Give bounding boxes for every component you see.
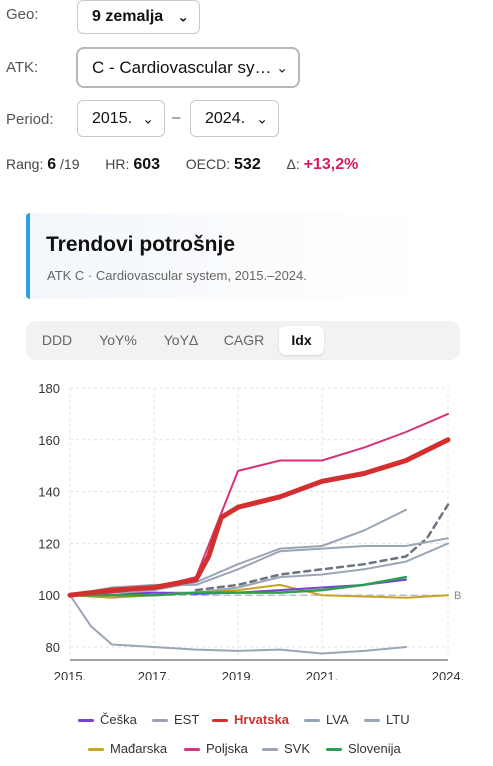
delta-label: Δ: (286, 156, 300, 172)
legend-item-est[interactable]: EST (152, 712, 199, 727)
baseline-label: B (454, 590, 461, 602)
period-from-value: 2015. (92, 109, 133, 127)
x-tick-label: 2021. (306, 669, 339, 680)
oecd-value: 532 (234, 156, 261, 173)
legend-label: LVA (326, 712, 349, 727)
series-line-hrvatska (67, 437, 451, 598)
geo-select-value: 9 zemalja (92, 8, 164, 25)
tab-yoy-delta[interactable]: YoYΔ (163, 332, 199, 348)
series-line-mađarska (69, 583, 449, 599)
period-to-select[interactable]: 2024. ⌄ (190, 100, 279, 137)
rank-value: 6 (47, 156, 57, 173)
chevron-down-icon: ⌄ (276, 59, 288, 75)
y-tick-label: 80 (46, 640, 60, 655)
rank-total: /19 (60, 156, 80, 172)
y-tick-label: 180 (38, 381, 60, 396)
rank-label: Rang: (6, 156, 44, 172)
trends-card-header: Trendovi potrošnje ATK C · Cardiovascula… (26, 213, 425, 299)
x-tick-label: 2015. (54, 669, 87, 680)
delta-value: +13,2% (303, 156, 359, 173)
legend-item-hrvatska[interactable]: Hrvatska (212, 712, 289, 727)
x-tick-label: 2024. (432, 669, 465, 680)
geo-label: Geo: (6, 6, 39, 23)
hr-label: HR: (105, 156, 130, 172)
chevron-down-icon: ⌄ (177, 8, 189, 25)
card-title: Trendovi potrošnje (46, 233, 236, 256)
tab-yoy-pct[interactable]: YoY% (99, 332, 137, 348)
atk-select[interactable]: C - Cardiovascular sy… ⌄ (76, 47, 300, 88)
tab-idx[interactable]: Idx (279, 326, 324, 355)
series-line-svk (69, 542, 449, 597)
oecd-label: OECD: (185, 156, 231, 172)
metric-tabs: DDD YoY% YoYΔ CAGR Idx (26, 321, 460, 360)
trend-chart: 80 100 120 140 160 180 2015. 2017. 2019. 2021. 20… (38, 381, 465, 680)
x-tick-label: 2019. (222, 669, 255, 680)
period-from-select[interactable]: 2015. ⌄ (77, 100, 165, 137)
period-label: Period: (6, 111, 54, 128)
chevron-down-icon: ⌄ (142, 110, 154, 126)
y-tick-label: 140 (38, 485, 60, 500)
series-line-ltu (69, 537, 449, 597)
legend-label: Češka (100, 712, 137, 727)
hr-value: 603 (133, 156, 161, 173)
legend-label: Hrvatska (234, 712, 289, 727)
period-to-value: 2024. (205, 109, 246, 127)
legend-item-poljska[interactable]: Poljska (184, 741, 248, 756)
legend-label: LTU (386, 712, 410, 727)
chevron-down-icon: ⌄ (256, 110, 268, 126)
y-tick-label: 160 (38, 433, 60, 448)
legend-item-lva[interactable]: LVA (304, 712, 349, 727)
reference-line (194, 503, 450, 592)
tab-cagr[interactable]: CAGR (223, 332, 265, 348)
legend-item-slovenija[interactable]: Slovenija (326, 741, 401, 756)
series-line-est (69, 594, 407, 655)
legend-label: Slovenija (348, 741, 401, 756)
atk-label: ATK: (6, 59, 39, 76)
x-tick-label: 2017. (138, 669, 171, 680)
legend-label: Mađarska (110, 741, 168, 756)
geo-select[interactable]: 9 zemalja ⌄ (77, 0, 200, 34)
tab-ddd[interactable]: DDD (41, 332, 73, 348)
card-subtitle: ATK C · Cardiovascular system, 2015.–202… (47, 268, 307, 283)
legend-label: Poljska (206, 741, 248, 756)
stats-row: Rang: 6 /19 HR: 603 OECD: 532 Δ: +13,2% (6, 156, 358, 174)
y-tick-label: 100 (38, 588, 60, 603)
legend-item-ceska[interactable]: Češka (78, 712, 137, 727)
series-line-slovenija (68, 575, 408, 597)
legend-item-madarska[interactable]: Mađarska (88, 741, 167, 756)
period-separator: – (172, 109, 181, 126)
legend-item-ltu[interactable]: LTU (364, 712, 410, 727)
legend-label: SVK (284, 741, 311, 756)
legend-label: EST (174, 712, 200, 727)
legend-item-svk[interactable]: SVK (262, 741, 310, 756)
y-tick-label: 120 (38, 536, 60, 551)
atk-select-value: C - Cardiovascular sy… (92, 57, 272, 77)
